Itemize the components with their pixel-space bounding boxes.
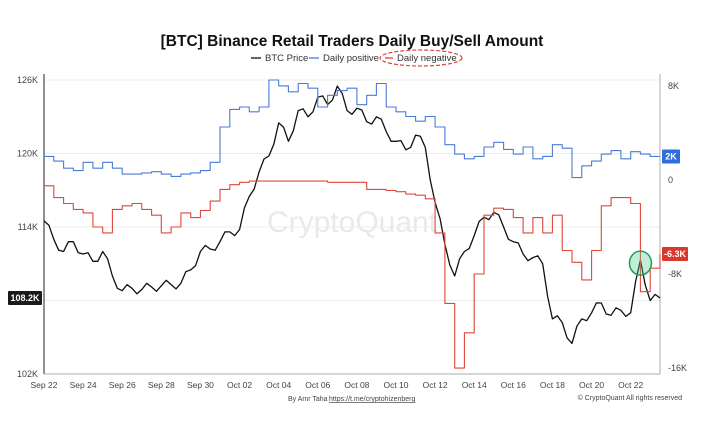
left-tick-label: 120K xyxy=(17,149,38,159)
right-tick-label: -8K xyxy=(668,269,682,279)
x-tick-label: Sep 22 xyxy=(31,380,58,390)
watermark: CryptoQuant xyxy=(267,206,438,239)
series-line-btc-price xyxy=(43,85,661,345)
series-line-daily-negative xyxy=(44,180,661,369)
footer-link[interactable]: https://t.me/cryptohizenberg xyxy=(329,396,415,403)
series-line-daily-positive xyxy=(44,79,660,179)
badge-daily-negative-text: -6.3K xyxy=(664,249,687,259)
legend-label-daily-negative: Daily negative xyxy=(397,53,457,64)
x-tick-label: Sep 28 xyxy=(148,380,175,390)
x-tick-label: Sep 26 xyxy=(109,380,136,390)
left-tick-label: 114K xyxy=(18,222,38,232)
x-tick-label: Oct 10 xyxy=(383,380,408,390)
x-tick-label: Oct 18 xyxy=(540,380,565,390)
legend-highlight-circle xyxy=(379,49,463,67)
badge-btc-price-bg xyxy=(8,291,42,306)
x-tick-label: Oct 14 xyxy=(462,380,487,390)
gridlines xyxy=(44,79,660,375)
legend-label-daily-positive: Daily positive xyxy=(323,53,379,64)
footer: By Amr Taha https://t.me/cryptohizenberg… xyxy=(288,394,682,403)
badge-daily-positive: 2K xyxy=(662,149,680,164)
left-tick-label: 102K xyxy=(17,369,38,379)
right-tick-label: 0 xyxy=(668,175,673,185)
left-tick-label: 126K xyxy=(17,75,38,85)
chart-title: [BTC] Binance Retail Traders Daily Buy/S… xyxy=(161,33,544,50)
badge-daily-positive-bg xyxy=(662,149,680,164)
badge-daily-positive-text: 2K xyxy=(665,151,677,161)
badge-btc-price: 108.2K xyxy=(8,291,42,306)
series-lines xyxy=(43,79,661,369)
x-tick-label: Oct 06 xyxy=(305,380,330,390)
right-tick-label: -16K xyxy=(668,363,687,373)
x-tick-label: Sep 24 xyxy=(70,380,97,390)
x-tick-label: Sep 30 xyxy=(187,380,214,390)
badge-daily-negative: -6.3K xyxy=(662,247,688,262)
footer-copyright: © CryptoQuant All rights reserved xyxy=(578,394,682,402)
annotations-and-badges: 2K -6.3K 108.2K xyxy=(8,149,688,306)
footer-credit: By Amr Taha xyxy=(288,396,328,403)
x-tick-label: Oct 04 xyxy=(266,380,291,390)
x-tick-label: Oct 22 xyxy=(618,380,643,390)
x-tick-label: Oct 12 xyxy=(423,380,448,390)
annotation-green-circle xyxy=(628,250,653,276)
x-tick-label: Oct 02 xyxy=(227,380,252,390)
right-tick-label: 8K xyxy=(668,81,679,91)
legend: BTC Price Daily positive Daily negative xyxy=(251,49,463,67)
badge-btc-price-text: 108.2K xyxy=(10,293,40,303)
x-tick-label: Oct 20 xyxy=(579,380,604,390)
legend-label-btc-price: BTC Price xyxy=(265,53,308,64)
badge-daily-negative-bg xyxy=(662,247,688,262)
x-tick-label: Oct 16 xyxy=(501,380,526,390)
x-tick-label: Oct 08 xyxy=(344,380,369,390)
